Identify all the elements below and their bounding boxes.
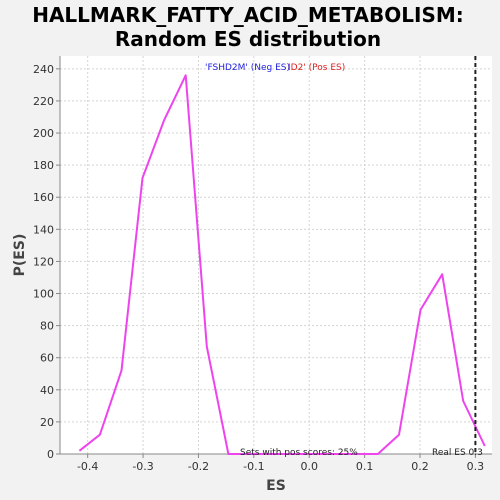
y-tick-label: 240 bbox=[33, 63, 54, 76]
x-tick-label: -0.2 bbox=[188, 460, 209, 473]
y-tick-label: 160 bbox=[33, 191, 54, 204]
chart-title-line-2: Random ES distribution bbox=[115, 27, 381, 51]
y-tick-label: 20 bbox=[40, 416, 54, 429]
y-tick-label: 40 bbox=[40, 384, 54, 397]
y-tick-label: 180 bbox=[33, 159, 54, 172]
grid bbox=[60, 56, 492, 454]
legend-pos-es: ID2' (Pos ES) bbox=[288, 63, 345, 73]
y-tick-label: 220 bbox=[33, 95, 54, 108]
y-tick-label: 0 bbox=[47, 448, 54, 461]
y-axis-label: P(ES) bbox=[12, 234, 28, 277]
series-group bbox=[78, 74, 486, 455]
y-tick-label: 60 bbox=[40, 352, 54, 365]
x-tick-label: 0.2 bbox=[411, 460, 429, 473]
ticks: 0 20 40 60 80 100 120 140 160 180 200 220 240 -0.4 -0.… bbox=[33, 63, 484, 473]
y-tick-label: 80 bbox=[40, 320, 54, 333]
x-tick-label: 0.1 bbox=[356, 460, 374, 473]
y-tick-label: 120 bbox=[33, 255, 54, 268]
x-tick-label: 0.0 bbox=[300, 460, 318, 473]
chart-title-line-1: HALLMARK_FATTY_ACID_METABOLISM: bbox=[32, 3, 464, 27]
real-es-label: Real ES 0.3 bbox=[432, 448, 483, 458]
y-tick-label: 200 bbox=[33, 127, 54, 140]
x-tick-label: -0.3 bbox=[132, 460, 153, 473]
y-tick-label: 100 bbox=[33, 288, 54, 301]
legend-neg-es: 'FSHD2M' (Neg ES) bbox=[205, 63, 290, 73]
x-axis-label: ES bbox=[266, 478, 286, 494]
x-tick-label: -0.4 bbox=[77, 460, 98, 473]
x-tick-label: 0.3 bbox=[467, 460, 485, 473]
pos-scores-annotation: Sets with pos scores: 25% bbox=[240, 448, 358, 458]
es-distribution-line bbox=[78, 74, 486, 455]
plot-area bbox=[60, 56, 492, 454]
x-tick-label: -0.1 bbox=[243, 460, 264, 473]
y-tick-label: 140 bbox=[33, 223, 54, 236]
